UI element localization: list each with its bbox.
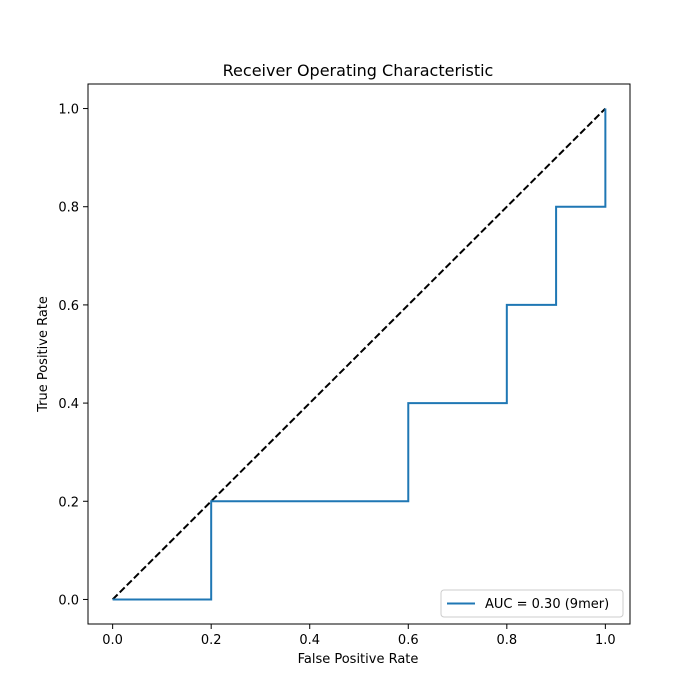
y-tick-label: 1.0 [58,103,79,118]
reference-diagonal-line [111,107,607,601]
x-tick-label: 0.4 [299,633,320,648]
legend-label: AUC = 0.30 (9mer) [485,597,609,612]
y-tick-label: 0.4 [58,397,79,412]
legend-box [440,589,624,618]
x-tick-label: 0.8 [496,633,517,648]
plot-frame [87,83,631,625]
plot-area: 0.0 0.2 0.4 0.6 0.8 1.0 0.0 0.2 0.4 0.6 0.8 1.0 [58,83,631,648]
y-axis-label: True Positive Rate [36,296,51,413]
legend: AUC = 0.30 (9mer) [440,589,624,618]
y-tick-label: 0.6 [58,299,79,314]
ticks-layer: 0.0 0.2 0.4 0.6 0.8 1.0 0.0 0.2 0.4 0.6 0.8 1.0 [58,103,615,648]
x-tick-label: 0.6 [398,633,419,648]
roc-curve-0 [112,108,607,601]
y-tick-label: 0.0 [58,593,79,608]
chart-title: Receiver Operating Characteristic [223,61,494,80]
y-tick-label: 0.8 [58,201,79,216]
x-tick-label: 1.0 [595,633,616,648]
y-tick-label: 0.2 [58,495,79,510]
series-layer [111,107,607,601]
x-tick-label: 0.0 [102,633,123,648]
x-tick-label: 0.2 [201,633,222,648]
x-axis-label: False Positive Rate [298,652,419,667]
